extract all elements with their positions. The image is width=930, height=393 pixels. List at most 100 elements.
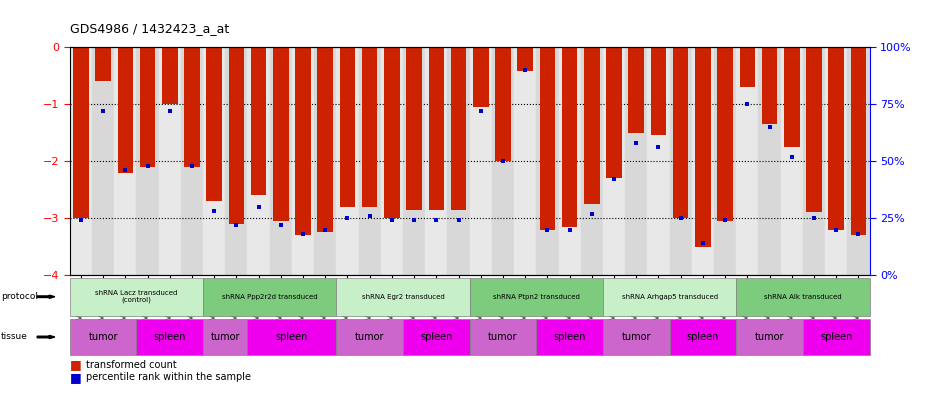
Bar bbox=[70, 47, 92, 275]
Bar bbox=[162, 47, 178, 104]
Bar bbox=[251, 47, 266, 195]
Bar bbox=[803, 47, 825, 275]
Bar bbox=[847, 47, 870, 275]
Bar bbox=[359, 47, 380, 275]
Text: shRNA Ptpn2 transduced: shRNA Ptpn2 transduced bbox=[493, 294, 579, 300]
Bar bbox=[612, 177, 616, 181]
Bar bbox=[140, 47, 155, 167]
Bar bbox=[167, 109, 172, 113]
Bar bbox=[562, 47, 578, 227]
Bar bbox=[517, 47, 533, 71]
Text: ■: ■ bbox=[70, 371, 82, 384]
Bar bbox=[412, 219, 416, 222]
Text: GDS4986 / 1432423_a_at: GDS4986 / 1432423_a_at bbox=[70, 22, 229, 35]
Text: shRNA Arhgap5 transduced: shRNA Arhgap5 transduced bbox=[621, 294, 718, 300]
Bar bbox=[279, 223, 283, 227]
Bar bbox=[447, 47, 470, 275]
Bar bbox=[724, 219, 727, 222]
Bar bbox=[695, 47, 711, 247]
Bar bbox=[590, 211, 594, 215]
Bar bbox=[495, 47, 511, 161]
Bar bbox=[184, 47, 200, 167]
Text: spleen: spleen bbox=[553, 332, 586, 342]
Bar bbox=[584, 47, 600, 204]
Bar bbox=[634, 141, 638, 145]
Bar bbox=[692, 47, 714, 275]
Bar bbox=[390, 219, 394, 222]
Text: shRNA Egr2 transduced: shRNA Egr2 transduced bbox=[362, 294, 445, 300]
Bar bbox=[367, 214, 372, 218]
Bar bbox=[137, 320, 203, 355]
Bar bbox=[780, 47, 803, 275]
Bar bbox=[606, 47, 622, 178]
Bar bbox=[229, 47, 245, 224]
Bar bbox=[673, 47, 688, 218]
Bar bbox=[247, 320, 337, 355]
Bar bbox=[537, 47, 559, 275]
Bar bbox=[473, 47, 488, 107]
Bar bbox=[625, 47, 647, 275]
Bar bbox=[524, 68, 527, 72]
Bar bbox=[117, 47, 133, 173]
Text: tumor: tumor bbox=[88, 332, 118, 342]
Bar bbox=[73, 47, 88, 218]
Bar bbox=[647, 47, 670, 275]
Bar bbox=[292, 47, 314, 275]
Bar bbox=[457, 219, 460, 222]
Text: spleen: spleen bbox=[686, 332, 719, 342]
Bar bbox=[101, 109, 105, 113]
Bar bbox=[470, 47, 492, 275]
Bar bbox=[434, 219, 438, 222]
Bar bbox=[470, 278, 603, 316]
Bar bbox=[834, 228, 838, 231]
Text: protocol: protocol bbox=[1, 292, 38, 301]
Bar bbox=[345, 216, 350, 220]
Bar bbox=[451, 47, 466, 209]
Bar bbox=[470, 320, 537, 355]
Bar bbox=[337, 320, 403, 355]
Bar bbox=[225, 47, 247, 275]
Bar bbox=[124, 168, 127, 172]
Bar bbox=[337, 47, 359, 275]
Bar bbox=[479, 109, 483, 113]
Bar bbox=[559, 47, 580, 275]
Bar bbox=[212, 209, 216, 213]
Bar bbox=[806, 47, 822, 212]
Bar bbox=[324, 228, 327, 231]
Bar bbox=[406, 47, 422, 209]
Bar bbox=[257, 205, 260, 209]
Bar bbox=[203, 320, 247, 355]
Text: shRNA Lacz transduced
(control): shRNA Lacz transduced (control) bbox=[95, 290, 178, 303]
Bar bbox=[567, 228, 572, 231]
Bar bbox=[545, 228, 550, 231]
Bar bbox=[670, 320, 737, 355]
Bar bbox=[270, 47, 292, 275]
Bar bbox=[95, 47, 111, 81]
Bar bbox=[295, 47, 311, 235]
Bar bbox=[206, 47, 222, 201]
Bar bbox=[714, 47, 737, 275]
Bar bbox=[492, 47, 514, 275]
Bar bbox=[812, 216, 816, 220]
Text: tumor: tumor bbox=[355, 332, 384, 342]
Bar bbox=[362, 47, 378, 207]
Bar bbox=[301, 232, 305, 236]
Bar bbox=[403, 47, 425, 275]
Bar bbox=[762, 47, 777, 124]
Bar bbox=[314, 47, 337, 275]
Text: tumor: tumor bbox=[488, 332, 518, 342]
Bar bbox=[514, 47, 537, 275]
Bar bbox=[745, 102, 750, 106]
Text: tumor: tumor bbox=[755, 332, 784, 342]
Bar bbox=[145, 164, 150, 168]
Bar bbox=[203, 47, 225, 275]
Bar bbox=[679, 216, 683, 220]
Bar bbox=[603, 47, 625, 275]
Text: transformed count: transformed count bbox=[86, 360, 178, 370]
Bar bbox=[829, 47, 844, 230]
Bar bbox=[339, 47, 355, 207]
Bar bbox=[539, 47, 555, 230]
Bar bbox=[825, 47, 847, 275]
Bar bbox=[234, 223, 238, 227]
Bar bbox=[114, 47, 137, 275]
